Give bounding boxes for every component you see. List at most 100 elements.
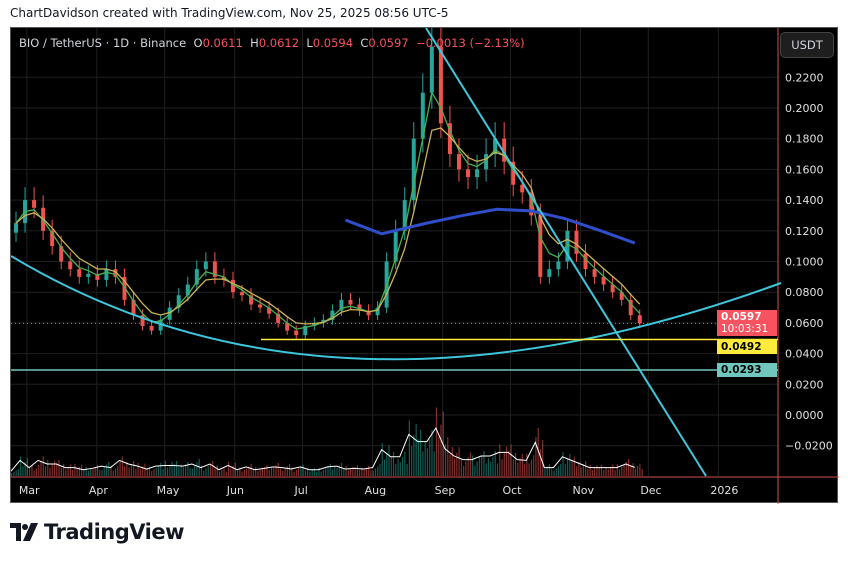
volume-bar (632, 463, 634, 476)
price-chart[interactable]: 0.2200 0.2000 0.1800 0.1600 0.1400 0.1200 0.10… (11, 28, 839, 504)
candle-body (194, 269, 199, 285)
volume-bar (295, 469, 297, 476)
volume-bar (481, 456, 483, 476)
candle-body (592, 269, 597, 277)
volume-bar (318, 467, 320, 476)
chart-panel[interactable]: 0.2200 0.2000 0.1800 0.1600 0.1400 0.1200 0.10… (10, 27, 839, 504)
volume-bar (569, 453, 571, 476)
volume-bar (252, 469, 255, 476)
volume-bar (33, 470, 35, 476)
volume-bar (361, 467, 363, 476)
volume-bar (524, 464, 526, 476)
volume-bar (302, 464, 304, 476)
volume-bar (517, 462, 519, 476)
candle-body (140, 315, 145, 326)
candle-body (95, 273, 100, 280)
volume-bar (218, 471, 221, 476)
volume-bar (474, 465, 476, 476)
candle-body (447, 123, 452, 155)
volume-bar (582, 464, 584, 476)
candle-body (502, 138, 507, 162)
volume-bar (300, 467, 302, 476)
volume-bar (29, 467, 31, 476)
volume-bar (401, 457, 404, 476)
candle-body (267, 307, 272, 314)
volume-bar (460, 459, 462, 476)
volume-bar (144, 463, 146, 476)
volume-bar (363, 469, 365, 476)
volume-bar (456, 452, 458, 476)
candle-body (583, 253, 588, 270)
volume-bar (352, 466, 354, 476)
volume-bar (137, 462, 139, 476)
volume-bar (343, 468, 345, 476)
volume-bar (435, 407, 438, 476)
candle-body (221, 276, 226, 280)
volume-bar (99, 469, 101, 476)
volume-bar (246, 468, 248, 476)
volume-bar (453, 458, 456, 476)
candle-body (456, 154, 461, 170)
volume-bar (487, 458, 490, 476)
candle-body (466, 169, 470, 178)
currency-button[interactable]: USDT (780, 32, 834, 58)
volume-bar (243, 469, 245, 476)
volume-bar (83, 468, 85, 476)
volume-bar (239, 467, 241, 476)
volume-bar (24, 462, 26, 476)
volume-bar (259, 469, 261, 476)
volume-bar (596, 465, 598, 476)
volume-bar (553, 470, 555, 476)
y-tick-label: 0.0400 (785, 348, 824, 361)
volume-bar (557, 466, 560, 476)
volume-bar (573, 456, 575, 476)
x-tick-label: 2026 (710, 484, 738, 497)
volume-bar (505, 446, 508, 476)
volume-bar (399, 462, 401, 476)
volume-bar (600, 464, 603, 476)
candle-body (212, 261, 217, 277)
volume-bar (291, 467, 293, 476)
volume-bar (169, 464, 171, 476)
volume-bar (225, 472, 227, 476)
volume-bar (26, 457, 29, 476)
volume-bar (322, 469, 325, 476)
volume-bar (31, 465, 33, 476)
candle-body (303, 325, 308, 336)
volume-bar (560, 464, 562, 476)
volume-bar (40, 460, 42, 476)
y-tick-label: 0.1600 (785, 163, 824, 176)
volume-bar (257, 470, 259, 476)
volume-bar (49, 467, 51, 476)
volume-bar (388, 445, 390, 476)
volume-bar (320, 471, 322, 476)
x-tick-label: Aug (365, 484, 386, 497)
volume-bar (630, 466, 632, 476)
volume-bar (526, 453, 528, 476)
candle-body (529, 192, 534, 216)
candle-body (429, 46, 434, 93)
volume-bar (508, 450, 510, 476)
volume-bar (438, 437, 440, 476)
volume-bar (139, 468, 142, 476)
volume-bar (74, 464, 76, 476)
volume-bar (47, 459, 49, 476)
volume-bar (60, 467, 62, 476)
volume-bar (519, 458, 521, 476)
candle-body (547, 269, 552, 277)
volume-bar (422, 451, 424, 476)
volume-bar (607, 469, 609, 476)
volume-bar (241, 471, 243, 476)
volume-bar (354, 467, 356, 476)
volume-bar (514, 452, 517, 476)
volume-bar (440, 424, 442, 476)
volume-bar (284, 468, 286, 476)
candle-body (258, 304, 263, 308)
volume-bar (304, 470, 306, 476)
symbol-title[interactable]: BIO / TetherUS · 1D · Binance (19, 36, 187, 50)
volume-bar (185, 464, 187, 476)
volume-bar (512, 459, 514, 476)
candle-body (321, 319, 326, 323)
volume-bar (230, 468, 232, 476)
volume-bar (431, 429, 433, 476)
